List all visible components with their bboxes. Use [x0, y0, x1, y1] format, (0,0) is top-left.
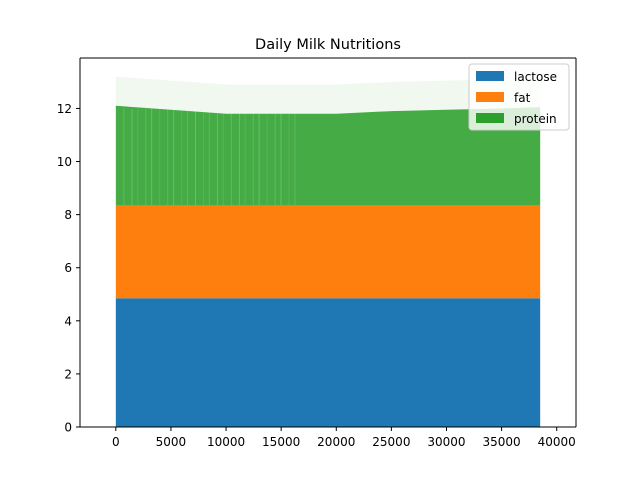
x-tick-label: 10000 — [207, 435, 245, 449]
y-tick-label: 8 — [64, 208, 72, 222]
x-tick-label: 30000 — [427, 435, 465, 449]
plot-area — [115, 76, 541, 427]
bar-lactose — [115, 298, 541, 427]
legend-swatch-fat — [476, 92, 504, 102]
x-tick-label: 0 — [112, 435, 120, 449]
legend-swatch-protein — [476, 113, 504, 123]
y-tick-label: 4 — [64, 314, 72, 328]
x-tick-label: 15000 — [262, 435, 300, 449]
y-tick-label: 12 — [57, 102, 72, 116]
x-tick-label: 35000 — [483, 435, 521, 449]
chart-title: Daily Milk Nutritions — [255, 37, 401, 53]
bar-fat — [115, 205, 541, 299]
y-tick-label: 6 — [64, 261, 72, 275]
x-tick-label: 20000 — [317, 435, 355, 449]
axes: 0 5000 10000 15000 20000 25000 30000 35000 40000… — [57, 57, 577, 449]
legend-label-fat: fat — [514, 91, 531, 105]
x-tick-label: 40000 — [538, 435, 576, 449]
y-tick-label: 10 — [57, 155, 72, 169]
x-tick-label: 5000 — [156, 435, 187, 449]
legend-label-lactose: lactose — [514, 70, 557, 84]
y-tick-label: 0 — [64, 421, 72, 435]
legend: lactose fat protein — [468, 63, 570, 131]
legend-swatch-lactose — [476, 71, 504, 81]
bar-protein — [115, 105, 541, 206]
legend-label-protein: protein — [514, 112, 557, 126]
x-tick-label: 25000 — [372, 435, 410, 449]
y-tick-label: 2 — [64, 367, 72, 381]
